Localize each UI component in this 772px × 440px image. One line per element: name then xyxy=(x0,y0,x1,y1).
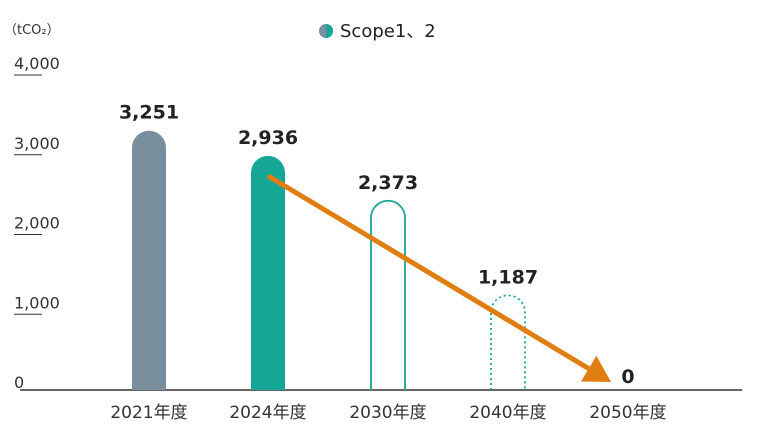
bar-2040年度 xyxy=(490,294,526,390)
data-label-1: 2,936 xyxy=(238,127,298,149)
x-tick-label-0: 2021年度 xyxy=(110,403,187,423)
bars xyxy=(132,130,526,390)
trend-arrow-head-icon xyxy=(580,355,611,382)
data-label-3: 1,187 xyxy=(478,266,538,288)
x-tick-label-2: 2030年度 xyxy=(349,403,426,423)
data-label-0: 3,251 xyxy=(119,102,179,124)
data-label-4: 0 xyxy=(621,366,634,388)
legend-swatch-icon xyxy=(319,24,333,38)
bar-2030年度 xyxy=(370,199,406,390)
x-tick-label-3: 2040年度 xyxy=(469,403,546,423)
y-tick-label-3: 3,000 xyxy=(14,134,60,153)
y-unit-label: （tCO₂） xyxy=(4,23,60,38)
bar-2024年度 xyxy=(251,155,285,390)
y-tick-label-1: 1,000 xyxy=(14,293,60,312)
bar-2021年度 xyxy=(132,130,166,390)
data-label-2: 2,373 xyxy=(358,172,418,194)
y-tick-label-0: 0 xyxy=(14,373,24,392)
trend-arrow-line xyxy=(266,173,591,371)
trend-arrow xyxy=(266,173,611,382)
labels: 2021年度 3,251 2024年度 2,936 2030年度 2,373 2040年度 1… xyxy=(110,102,666,423)
x-tick-label-4: 2050年度 xyxy=(589,403,666,423)
x-tick-label-1: 2024年度 xyxy=(229,403,306,423)
y-tick-label-4: 4,000 xyxy=(14,54,60,73)
y-tick-label-2: 2,000 xyxy=(14,214,60,233)
legend-label: Scope1、2 xyxy=(340,21,436,42)
y-axis: 0 1,000 2,000 3,000 4,000 xyxy=(14,54,60,392)
legend: Scope1、2 xyxy=(319,21,436,42)
